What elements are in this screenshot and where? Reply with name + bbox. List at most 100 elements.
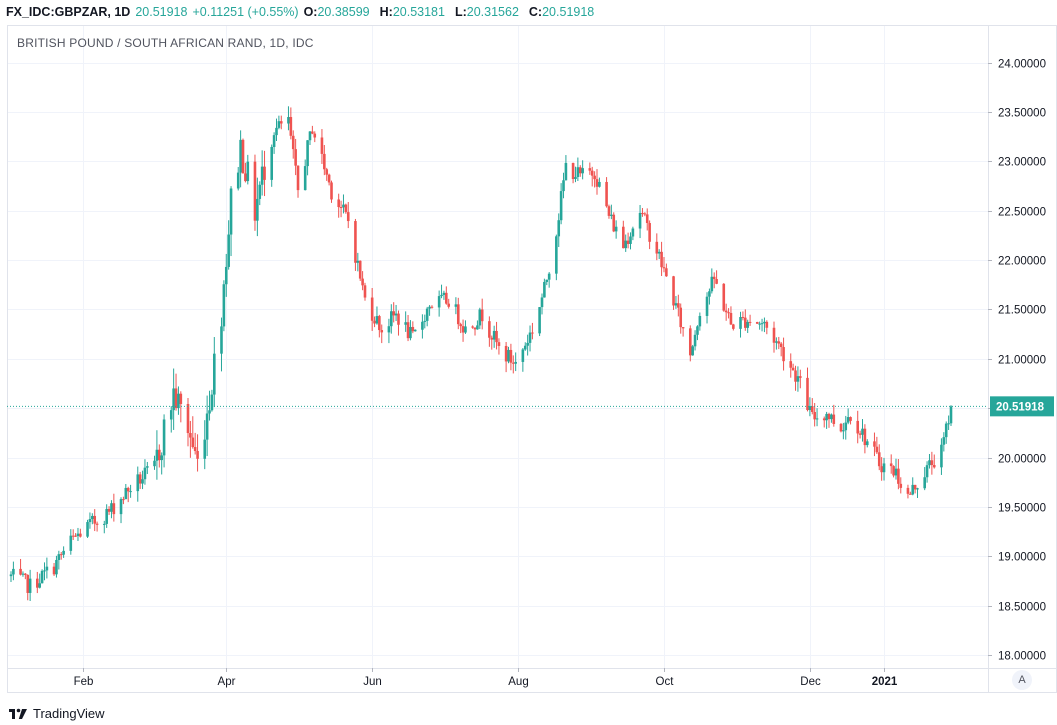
candle xyxy=(744,309,747,331)
candle-body xyxy=(641,212,644,214)
chart-pane[interactable]: 18.00000 18.50000 19.00000 19.50000 20.00000… xyxy=(7,25,1057,693)
candle xyxy=(899,477,903,494)
candle-body xyxy=(763,321,766,324)
candle xyxy=(308,131,312,145)
candle xyxy=(224,253,228,297)
candle xyxy=(162,414,166,468)
candle xyxy=(815,408,819,427)
candle-body xyxy=(578,167,582,174)
candle-body xyxy=(897,468,900,484)
candle-body xyxy=(346,212,350,222)
candle xyxy=(497,338,501,355)
candle xyxy=(562,172,565,199)
high-label: H: xyxy=(379,5,393,19)
candle-body xyxy=(342,204,345,208)
candle-body xyxy=(760,323,764,325)
candle-body xyxy=(925,465,929,478)
candle xyxy=(504,341,508,373)
candle-body xyxy=(858,433,862,435)
candle xyxy=(844,415,848,440)
candle xyxy=(789,353,793,378)
candle xyxy=(624,234,628,252)
candle xyxy=(540,293,544,315)
candle-body xyxy=(19,568,22,575)
x-tick-label: Dec xyxy=(800,676,821,688)
candle-body xyxy=(354,221,357,263)
candle xyxy=(605,177,608,208)
candle-body xyxy=(889,463,893,467)
candle xyxy=(246,154,250,185)
candle xyxy=(932,454,936,469)
candle xyxy=(873,432,876,457)
y-tick-label: 21.00000 xyxy=(998,355,1046,367)
candle xyxy=(729,306,733,326)
candle-body xyxy=(193,447,197,451)
candle-body xyxy=(102,523,106,525)
x-tick-label: Oct xyxy=(656,676,675,688)
candle xyxy=(889,454,893,474)
candle-body xyxy=(696,326,699,335)
candle-body xyxy=(543,281,546,298)
candlestick-chart[interactable]: 18.00000 18.50000 19.00000 19.50000 20.00000… xyxy=(7,25,1057,693)
candle xyxy=(923,467,926,491)
candle xyxy=(748,314,752,326)
candle-body xyxy=(437,296,441,308)
candle xyxy=(205,395,209,457)
candle xyxy=(93,509,97,532)
candle xyxy=(806,367,809,412)
candle xyxy=(356,252,360,272)
auto-scale-button[interactable]: A xyxy=(1012,670,1032,690)
candle xyxy=(691,344,694,356)
candle xyxy=(193,432,197,455)
candle xyxy=(62,546,65,558)
candle-body xyxy=(55,559,58,575)
brand-label[interactable]: TradingView xyxy=(33,705,105,721)
candle-body xyxy=(153,460,156,467)
candle-body xyxy=(849,417,852,421)
candle xyxy=(387,318,391,344)
candle xyxy=(588,162,592,175)
candle xyxy=(186,397,190,447)
candle xyxy=(447,298,451,309)
symbol-label[interactable]: FX_IDC:GBPZAR, 1D xyxy=(6,5,131,19)
candle-body xyxy=(949,406,953,424)
open-label: O: xyxy=(303,5,318,19)
candle-body xyxy=(698,315,702,327)
candle xyxy=(36,571,39,594)
y-tick-label: 22.00000 xyxy=(998,256,1046,268)
candle xyxy=(775,337,778,350)
candle xyxy=(925,461,929,483)
candle-body xyxy=(413,329,417,332)
candle-body xyxy=(538,307,541,334)
candle xyxy=(289,107,293,140)
candle xyxy=(138,471,142,489)
candle xyxy=(361,271,364,291)
candle xyxy=(865,439,869,448)
candle-body xyxy=(337,199,340,208)
candle xyxy=(947,415,950,430)
candle xyxy=(849,416,852,425)
candle xyxy=(595,169,599,195)
last-price-badge-label: 20.51918 xyxy=(996,401,1045,413)
candle-body xyxy=(660,251,663,268)
candle xyxy=(136,466,140,502)
candle-body xyxy=(454,304,458,307)
candle xyxy=(174,373,178,411)
candle xyxy=(303,159,307,191)
candle xyxy=(229,186,233,257)
candle xyxy=(21,571,25,577)
candle xyxy=(732,323,735,331)
candle-body xyxy=(842,430,845,432)
candle-body xyxy=(397,313,400,325)
candle xyxy=(662,257,666,273)
y-tick-label: 21.50000 xyxy=(998,305,1046,317)
candle-body xyxy=(923,477,926,489)
candle xyxy=(71,529,75,541)
candle-body xyxy=(540,297,544,308)
candle-body xyxy=(38,583,42,588)
y-tick-label: 23.00000 xyxy=(998,157,1046,169)
chart-title: BRITISH POUND / SOUTH AFRICAN RAND, 1D, … xyxy=(17,36,314,50)
candle-body xyxy=(320,137,324,154)
candle xyxy=(378,314,381,338)
candle-body xyxy=(832,414,836,424)
